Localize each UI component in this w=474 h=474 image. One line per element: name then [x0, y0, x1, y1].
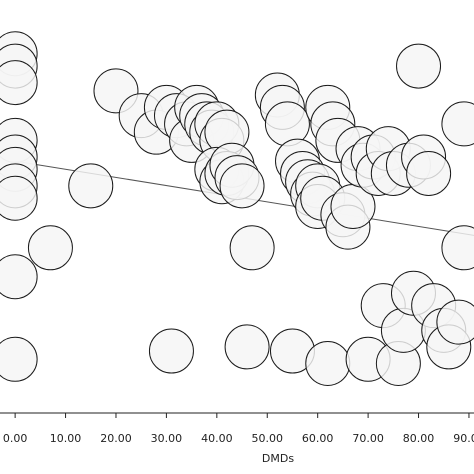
scatter-point — [441, 225, 474, 271]
scatter-point — [27, 225, 73, 271]
scatter-point — [0, 175, 38, 221]
x-tick-label: 30.00 — [151, 432, 183, 445]
scatter-point — [219, 163, 265, 209]
x-tick-label: 10.00 — [50, 432, 82, 445]
x-axis-title: DMDs — [262, 452, 294, 465]
x-tick-label: 40.00 — [201, 432, 233, 445]
scatter-point — [0, 336, 38, 382]
scatter-point — [305, 340, 351, 386]
scatter-point — [0, 60, 38, 106]
scatter-point — [229, 225, 275, 271]
x-tick-label: 90.00 — [453, 432, 474, 445]
x-tick-label: 80.00 — [403, 432, 435, 445]
scatter-point — [0, 254, 38, 300]
scatter-point — [148, 328, 194, 374]
x-tick-label: 0.00 — [3, 432, 28, 445]
x-tick-label: 60.00 — [302, 432, 334, 445]
x-axis-ticks: 0.00 10.00 20.00 30.00 40.00 50.00 60.00 70.00 8… — [3, 413, 474, 445]
x-tick-label: 50.00 — [252, 432, 284, 445]
scatter-point — [406, 150, 452, 196]
scatter-point — [396, 43, 442, 89]
scatter-point — [224, 324, 270, 370]
scatter-point — [68, 163, 114, 209]
points-layer — [0, 31, 474, 386]
x-tick-label: 20.00 — [100, 432, 132, 445]
scatter-point — [436, 299, 474, 345]
scatter-point — [441, 101, 474, 147]
x-tick-label: 70.00 — [352, 432, 384, 445]
